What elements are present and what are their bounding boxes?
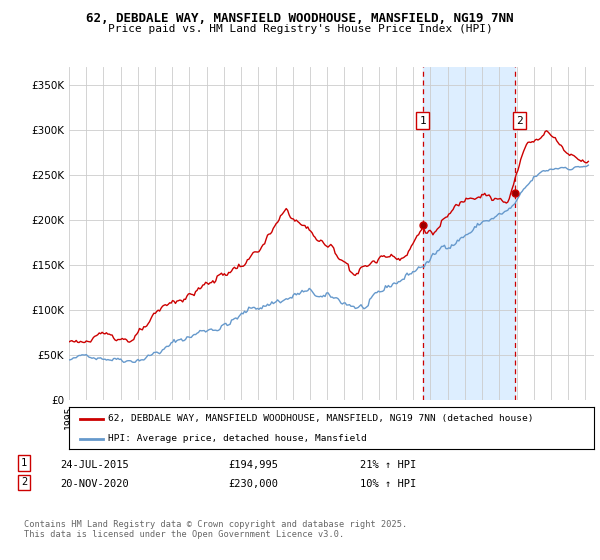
Text: Price paid vs. HM Land Registry's House Price Index (HPI): Price paid vs. HM Land Registry's House … (107, 24, 493, 34)
Text: 20-NOV-2020: 20-NOV-2020 (60, 479, 129, 489)
Text: 24-JUL-2015: 24-JUL-2015 (60, 460, 129, 470)
Text: 1: 1 (21, 458, 27, 468)
Text: £230,000: £230,000 (228, 479, 278, 489)
Text: £194,995: £194,995 (228, 460, 278, 470)
Text: 21% ↑ HPI: 21% ↑ HPI (360, 460, 416, 470)
Text: 10% ↑ HPI: 10% ↑ HPI (360, 479, 416, 489)
Text: 62, DEBDALE WAY, MANSFIELD WOODHOUSE, MANSFIELD, NG19 7NN: 62, DEBDALE WAY, MANSFIELD WOODHOUSE, MA… (86, 12, 514, 25)
Text: Contains HM Land Registry data © Crown copyright and database right 2025.
This d: Contains HM Land Registry data © Crown c… (24, 520, 407, 539)
Text: 1: 1 (419, 115, 426, 125)
Text: 62, DEBDALE WAY, MANSFIELD WOODHOUSE, MANSFIELD, NG19 7NN (detached house): 62, DEBDALE WAY, MANSFIELD WOODHOUSE, MA… (109, 414, 534, 423)
Bar (423, 67, 515, 400)
Text: 2: 2 (21, 477, 27, 487)
Text: HPI: Average price, detached house, Mansfield: HPI: Average price, detached house, Mans… (109, 434, 367, 443)
Text: 2: 2 (516, 115, 523, 125)
